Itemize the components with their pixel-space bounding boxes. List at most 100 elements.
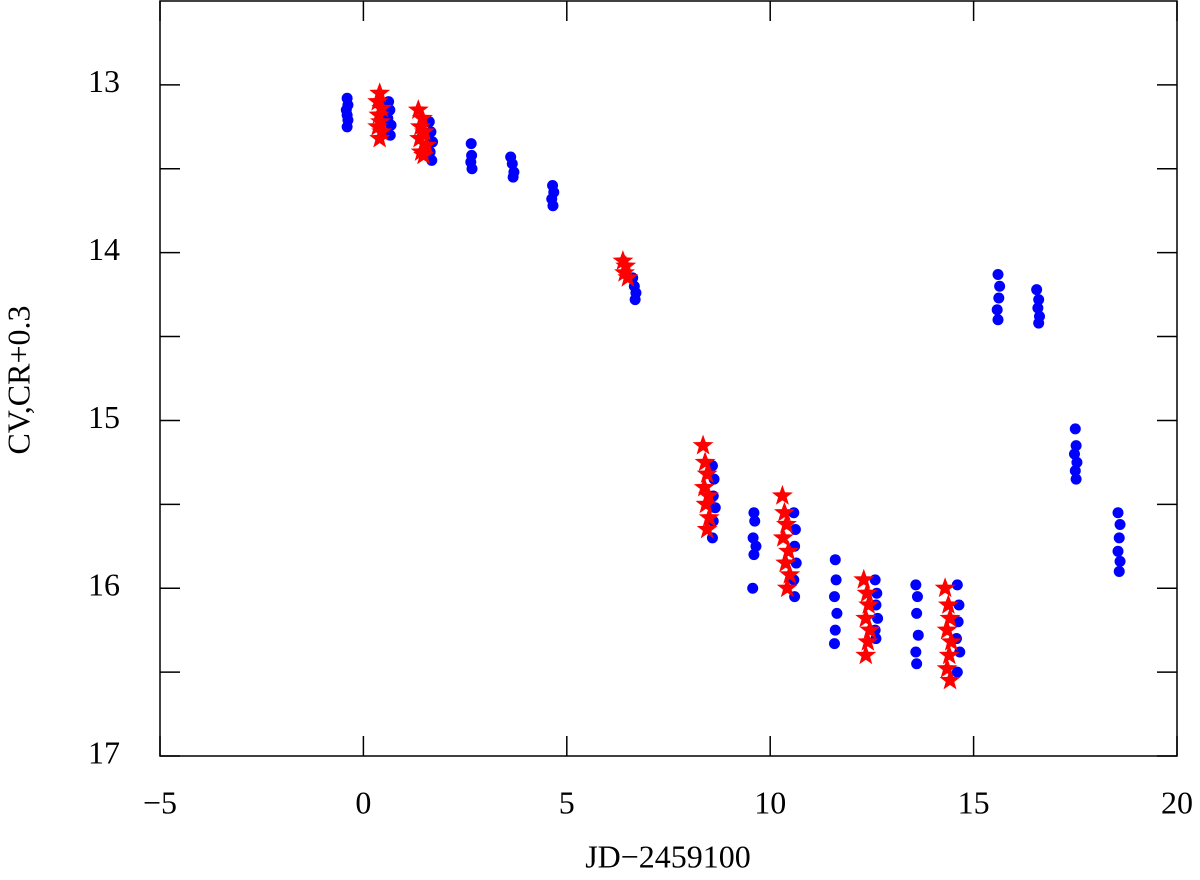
dot-point [830,574,842,586]
y-tick-label: 16 [88,567,120,603]
dot-point [748,507,760,519]
star-point [776,513,797,534]
dot-point [910,579,922,591]
star-point [368,104,390,124]
x-tick-label: 0 [355,784,371,820]
dot-point [911,658,923,670]
star-point [612,250,634,270]
dot-point [992,314,1004,326]
dot-point [951,579,963,591]
star-point [939,607,961,628]
star-point [856,582,878,603]
x-tick-label: 15 [958,784,990,820]
star-point [693,476,715,497]
star-point [938,644,960,665]
dot-point [951,666,963,678]
dot-point [1069,465,1081,477]
star-point [772,526,794,547]
dot-point [831,607,843,619]
dot-point [1070,473,1082,485]
dot-point [748,549,760,561]
star-point [940,630,962,651]
dot-point [789,524,801,535]
dot-point [1112,545,1124,557]
dot-point [747,532,759,544]
star-point [367,90,389,111]
dot-point [341,121,353,133]
star-point [695,493,717,514]
dot-point [872,612,884,624]
dot-point [992,268,1004,280]
star-point [416,134,437,155]
star-point [370,110,391,131]
y-tick-label: 13 [88,63,120,99]
dot-point [750,540,762,552]
star-point [857,630,879,651]
dot-point [828,591,840,603]
dot-point [629,294,641,306]
dot-point [1071,456,1083,468]
star-point [615,255,637,275]
star-point [775,552,797,572]
star-point [409,115,431,136]
x-tick-label: 10 [754,784,786,820]
dot-point [994,280,1006,292]
star-point [939,669,961,690]
dot-point [1112,507,1124,519]
star-point [936,657,958,678]
dot-point [1113,565,1125,577]
dot-point [910,646,922,658]
dot-point [829,554,841,566]
dot-point [466,163,478,175]
dot-point [953,599,965,611]
dot-point [790,557,802,569]
star-point [776,577,798,598]
star-point [371,120,393,141]
dot-point [709,502,721,514]
star-point [698,506,720,527]
star-point [697,484,719,505]
star-point [410,141,432,161]
star-point [411,107,433,128]
x-tick-label: 20 [1161,784,1193,820]
dot-point [993,292,1005,304]
y-tick-label: 14 [88,231,120,267]
star-point [937,594,959,614]
dot-point [749,515,761,527]
dot-point [1113,532,1125,544]
star-point [692,434,714,455]
star-point [369,82,391,103]
x-axis-label: JD−2459100 [585,838,751,874]
star-point [855,644,877,665]
star-point [779,563,801,584]
dot-point [911,591,923,603]
star-point [853,568,875,589]
dot-point [1068,448,1080,460]
dot-point [869,574,881,586]
dot-point [829,624,841,636]
star-point [855,607,877,628]
star-point [617,266,639,287]
star-point [696,518,718,539]
dot-point [1033,317,1045,329]
star-point [369,127,391,148]
star-point [859,619,881,640]
y-axis-label: CV,CR+0.3 [0,305,36,454]
star-point [936,619,958,640]
star-point [367,115,389,136]
dot-point [1114,518,1126,530]
star-point [371,97,393,118]
star-point [934,577,956,598]
x-tick-label: 5 [559,784,575,820]
dot-point [1032,302,1044,314]
dot-point [991,304,1003,316]
dot-point [465,138,477,150]
dot-point [912,629,924,641]
dot-point [1031,284,1043,296]
star-point [696,463,718,483]
star-point [778,540,799,561]
star-point [407,99,429,119]
dot-point [828,638,840,650]
star-point [774,501,795,522]
